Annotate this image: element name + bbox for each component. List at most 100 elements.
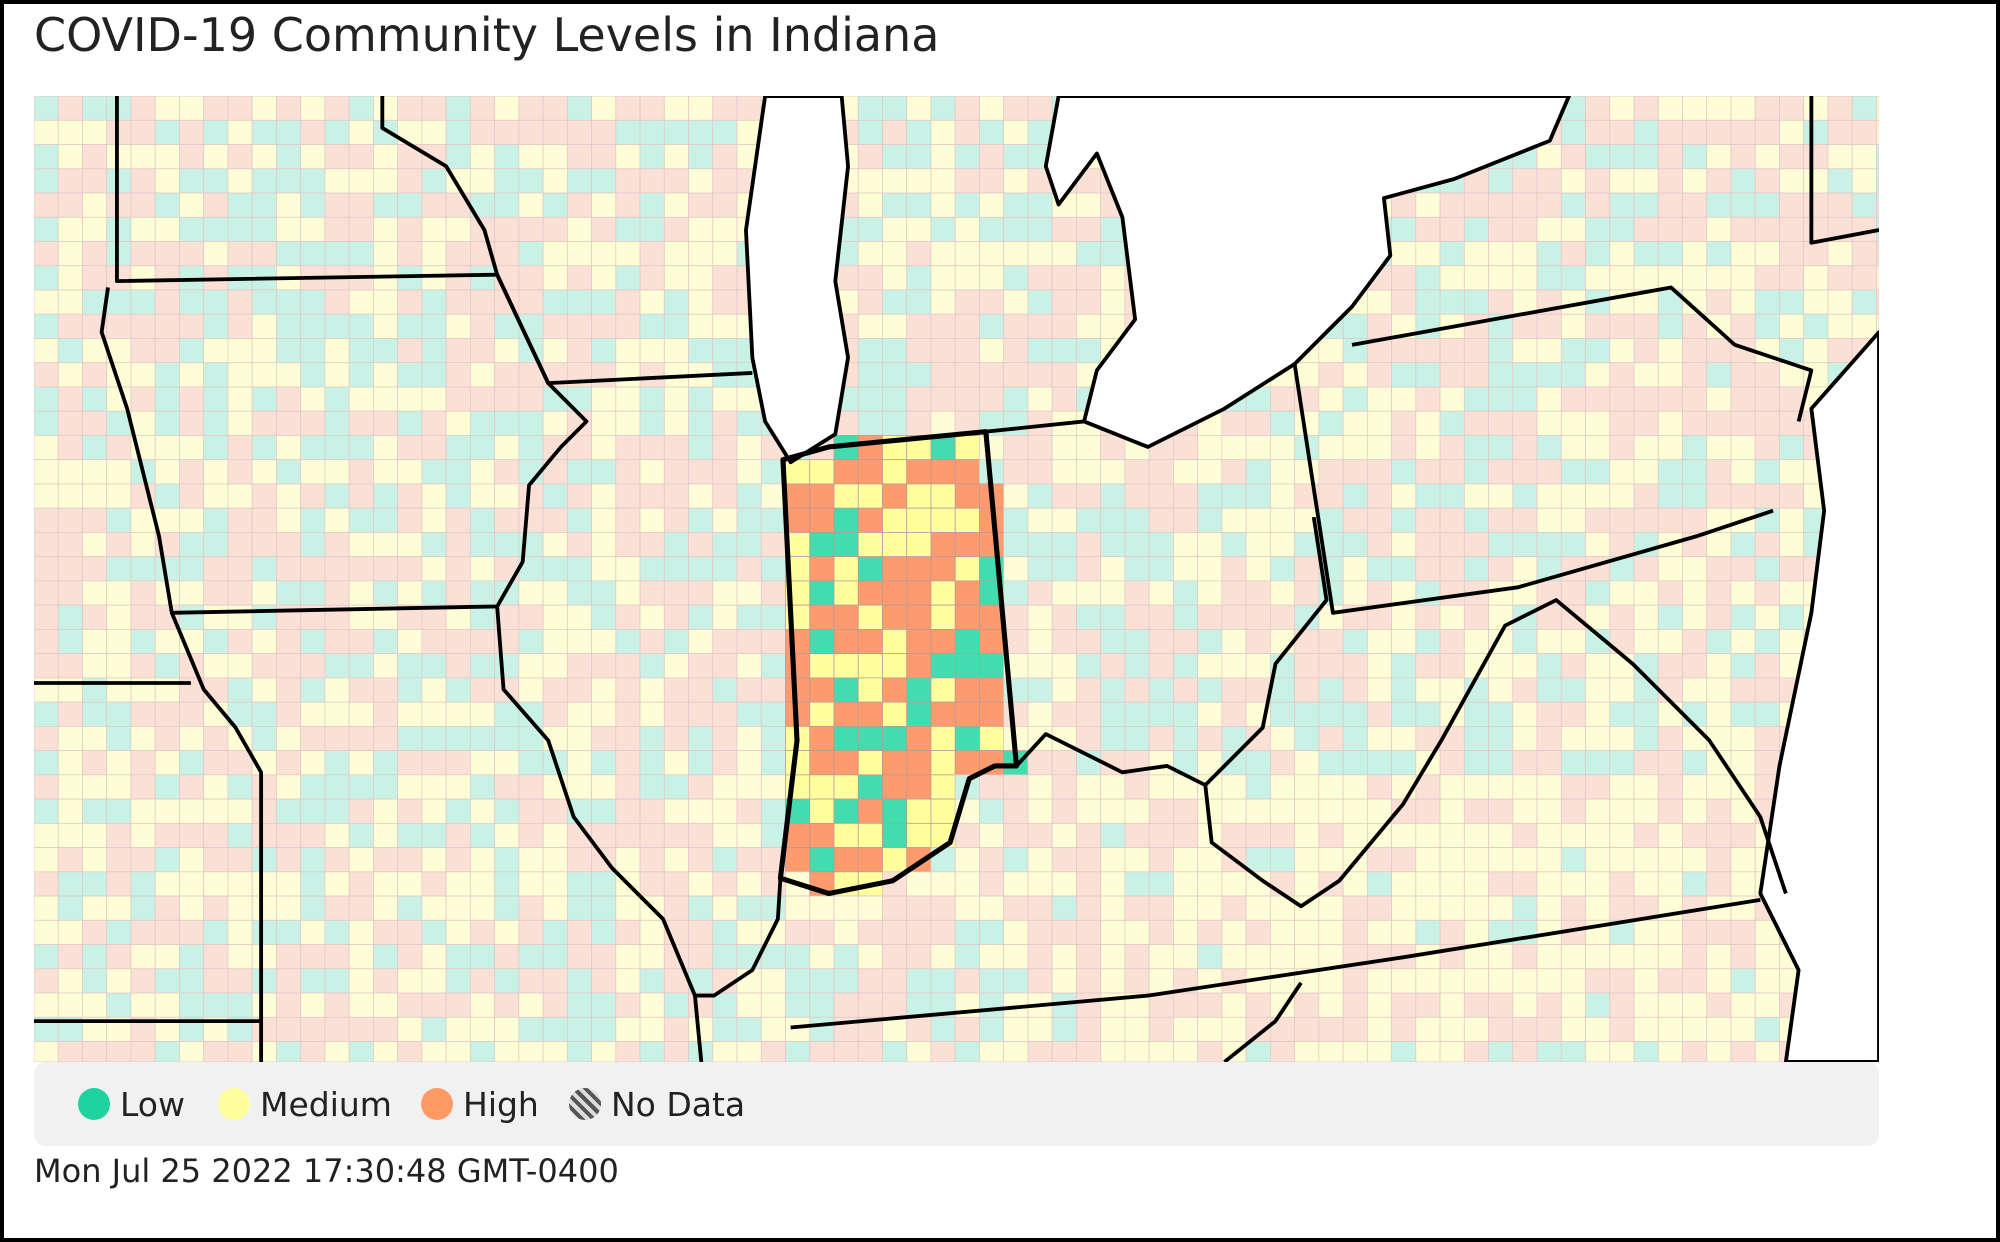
county: [57, 919, 83, 945]
county: [906, 822, 932, 848]
county: [373, 338, 399, 364]
county: [1463, 774, 1489, 800]
county: [57, 119, 83, 145]
county: [1245, 944, 1271, 970]
county: [1779, 580, 1805, 606]
county: [542, 241, 568, 267]
county: [276, 677, 302, 703]
county: [34, 119, 59, 145]
county: [1439, 1041, 1465, 1062]
county: [324, 532, 350, 558]
county: [397, 653, 423, 679]
county: [348, 532, 374, 558]
legend-item[interactable]: No Data: [569, 1062, 745, 1146]
county: [809, 507, 835, 533]
county: [1706, 483, 1732, 509]
county: [300, 459, 326, 485]
county: [736, 677, 762, 703]
legend-item[interactable]: High: [421, 1062, 539, 1146]
county: [227, 338, 253, 364]
county: [57, 653, 83, 679]
lake-erie-huron: [1043, 96, 1571, 449]
county: [1609, 435, 1635, 461]
county: [445, 144, 471, 170]
county: [1294, 1041, 1320, 1062]
county: [494, 483, 520, 509]
county: [300, 750, 326, 776]
county: [639, 96, 665, 121]
county: [1076, 192, 1102, 218]
county: [227, 653, 253, 679]
county: [542, 96, 568, 121]
county: [1100, 507, 1126, 533]
county: [276, 750, 302, 776]
county: [639, 871, 665, 897]
county: [34, 96, 59, 121]
county: [930, 410, 956, 436]
county: [445, 216, 471, 242]
county: [1585, 192, 1611, 218]
county: [1294, 992, 1320, 1018]
county: [1633, 410, 1659, 436]
county: [663, 241, 689, 267]
county: [930, 362, 956, 388]
county: [979, 895, 1005, 921]
county: [663, 1041, 689, 1062]
legend-item[interactable]: Low: [78, 1062, 185, 1146]
county: [518, 1041, 544, 1062]
county: [494, 435, 520, 461]
county: [1730, 968, 1756, 994]
county: [615, 653, 641, 679]
county: [1585, 701, 1611, 727]
county: [276, 362, 302, 388]
county: [954, 216, 980, 242]
county: [179, 1041, 205, 1062]
county: [227, 895, 253, 921]
county: [809, 483, 835, 509]
county: [203, 1041, 229, 1062]
county: [1294, 847, 1320, 873]
county: [1366, 871, 1392, 897]
county: [251, 483, 277, 509]
county: [397, 507, 423, 533]
county: [397, 362, 423, 388]
county: [1633, 798, 1659, 824]
county: [736, 653, 762, 679]
county: [615, 968, 641, 994]
county: [494, 410, 520, 436]
county: [106, 1041, 132, 1062]
county: [1682, 774, 1708, 800]
county: [1318, 701, 1344, 727]
county: [1657, 701, 1683, 727]
county: [469, 265, 495, 291]
county: [106, 725, 132, 751]
county: [1027, 507, 1053, 533]
county: [1366, 629, 1392, 655]
county: [1463, 556, 1489, 582]
county: [57, 701, 83, 727]
county: [1560, 895, 1586, 921]
county: [1754, 216, 1780, 242]
county: [324, 677, 350, 703]
county: [857, 435, 883, 461]
county: [736, 774, 762, 800]
county: [1730, 556, 1756, 582]
county: [930, 919, 956, 945]
county: [760, 629, 786, 655]
county: [1560, 677, 1586, 703]
county: [1124, 701, 1150, 727]
county: [348, 919, 374, 945]
county: [1512, 435, 1538, 461]
county: [106, 580, 132, 606]
county: [1003, 144, 1029, 170]
county: [591, 798, 617, 824]
county: [227, 580, 253, 606]
county: [1706, 362, 1732, 388]
county: [882, 968, 908, 994]
county: [179, 410, 205, 436]
county: [1173, 1041, 1199, 1062]
county: [276, 96, 302, 121]
legend-item[interactable]: Medium: [218, 1062, 392, 1146]
county: [591, 507, 617, 533]
county: [203, 992, 229, 1018]
